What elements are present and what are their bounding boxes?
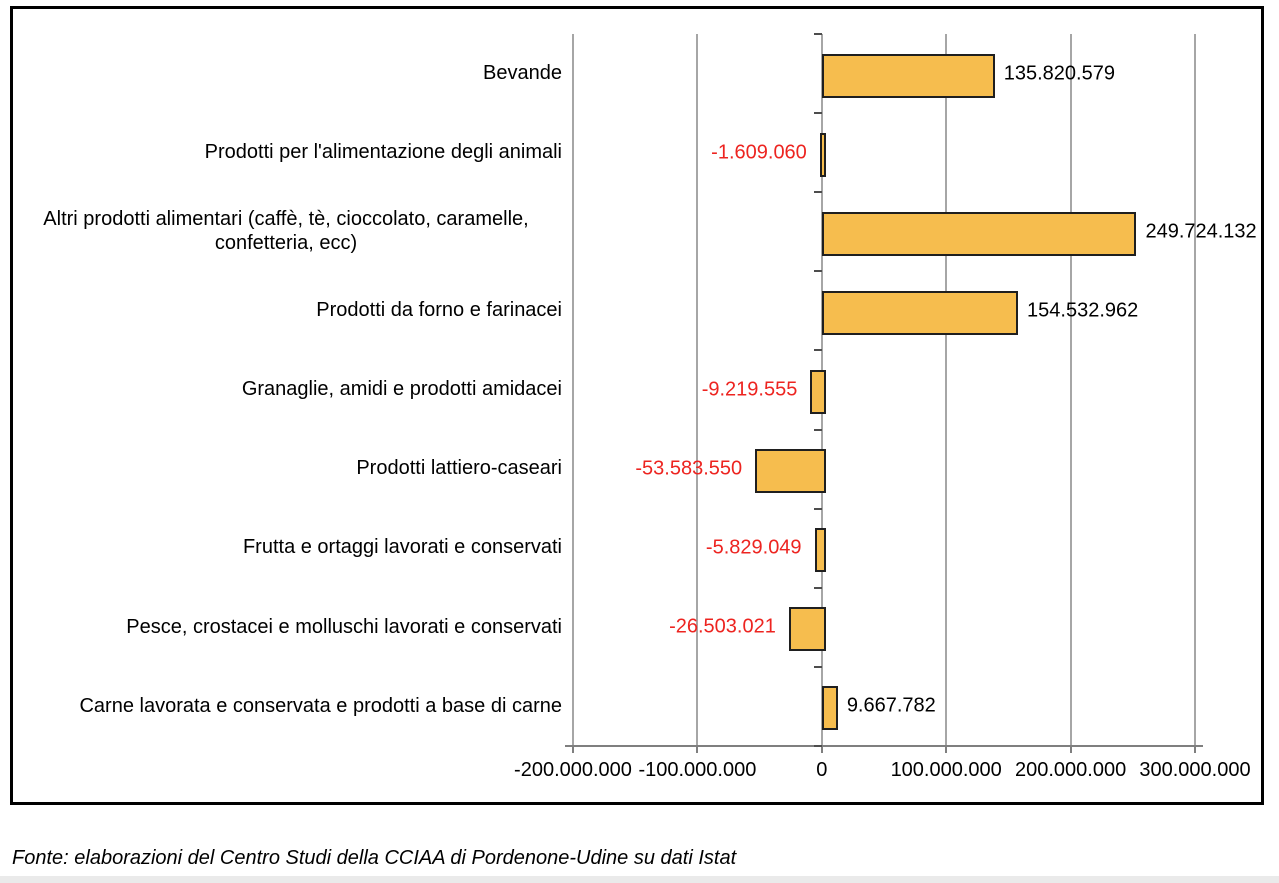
x-gridline: [696, 34, 699, 746]
category-axis-tick: [813, 665, 822, 668]
x-tick-label: 0: [816, 759, 828, 781]
page-edge-strip: [0, 876, 1279, 883]
value-label: -53.583.550: [635, 457, 743, 480]
value-label: 154.532.962: [1027, 299, 1139, 322]
category-axis-tick: [813, 112, 822, 115]
category-label-text: Carne lavorata e conservata e prodotti a…: [79, 694, 562, 717]
category-label: Prodotti per l'alimentazione degli anima…: [10, 113, 562, 192]
x-tick-label: 200.000.000: [1014, 759, 1127, 781]
x-gridline: [1069, 34, 1072, 746]
x-axis-tick: [820, 746, 823, 753]
value-label: 249.724.132: [1145, 220, 1257, 243]
x-axis-tick: [1069, 746, 1072, 753]
x-tick-label: -100.000.000: [638, 759, 757, 781]
category-axis-tick: [813, 586, 822, 589]
value-label: -9.219.555: [701, 378, 798, 401]
category-axis-tick: [813, 191, 822, 194]
bar: [821, 53, 995, 98]
x-axis-tick: [1194, 746, 1196, 753]
bar: [814, 528, 826, 573]
category-label-text: Prodotti lattiero-caseari: [356, 457, 562, 480]
category-label-text: Granaglie, amidi e prodotti amidacei: [241, 378, 562, 401]
x-axis-tick: [945, 746, 948, 753]
x-axis-line: [565, 745, 1203, 747]
x-axis-tick: [572, 746, 574, 753]
category-label: Frutta e ortaggi lavorati e conservati: [10, 509, 562, 588]
bar: [788, 607, 826, 652]
category-label-text: Altri prodotti alimentari (caffè, tè, ci…: [43, 208, 529, 254]
category-axis-tick: [813, 349, 822, 352]
category-axis-tick: [813, 33, 822, 35]
bar: [821, 290, 1019, 335]
value-label: -1.609.060: [711, 141, 807, 164]
category-label: Carne lavorata e conservata e prodotti a…: [10, 667, 562, 746]
category-label-text: Pesce, crostacei e molluschi lavorati e …: [126, 615, 562, 638]
category-label: Bevande: [10, 34, 562, 113]
x-tick-label: 300.000.000: [1139, 759, 1251, 781]
category-label: Prodotti da forno e farinacei: [10, 271, 562, 350]
category-label-text: Prodotti per l'alimentazione degli anima…: [204, 140, 562, 163]
chart-frame: [10, 6, 1264, 805]
category-label: Pesce, crostacei e molluschi lavorati e …: [10, 588, 562, 667]
x-axis-tick: [696, 746, 699, 753]
category-label: Granaglie, amidi e prodotti amidacei: [10, 350, 562, 429]
source-note: Fonte: elaborazioni del Centro Studi del…: [12, 847, 737, 869]
category-label: Prodotti lattiero-caseari: [10, 430, 562, 509]
value-label: -5.829.049: [705, 536, 802, 559]
category-label: Altri prodotti alimentari (caffè, tè, ci…: [10, 192, 562, 271]
x-tick-label: -200.000.000: [514, 759, 632, 781]
value-label: 9.667.782: [846, 694, 936, 717]
category-axis-tick: [813, 745, 822, 747]
category-label-text: Frutta e ortaggi lavorati e conservati: [242, 536, 562, 559]
category-label-text: Prodotti da forno e farinacei: [316, 299, 562, 322]
x-gridline: [1194, 34, 1196, 746]
x-gridline: [945, 34, 948, 746]
bar: [810, 370, 826, 414]
category-axis-tick: [813, 270, 822, 273]
x-tick-label: 100.000.000: [890, 759, 1002, 781]
bar: [755, 449, 826, 494]
value-label: -26.503.021: [669, 615, 776, 638]
bar: [821, 686, 838, 731]
category-axis-tick: [813, 428, 822, 431]
bar: [819, 132, 826, 177]
bar: [821, 211, 1137, 256]
x-gridline: [572, 34, 574, 746]
category-axis-tick: [813, 507, 822, 510]
value-label: 135.820.579: [1003, 62, 1115, 85]
category-label-text: Bevande: [483, 61, 562, 84]
